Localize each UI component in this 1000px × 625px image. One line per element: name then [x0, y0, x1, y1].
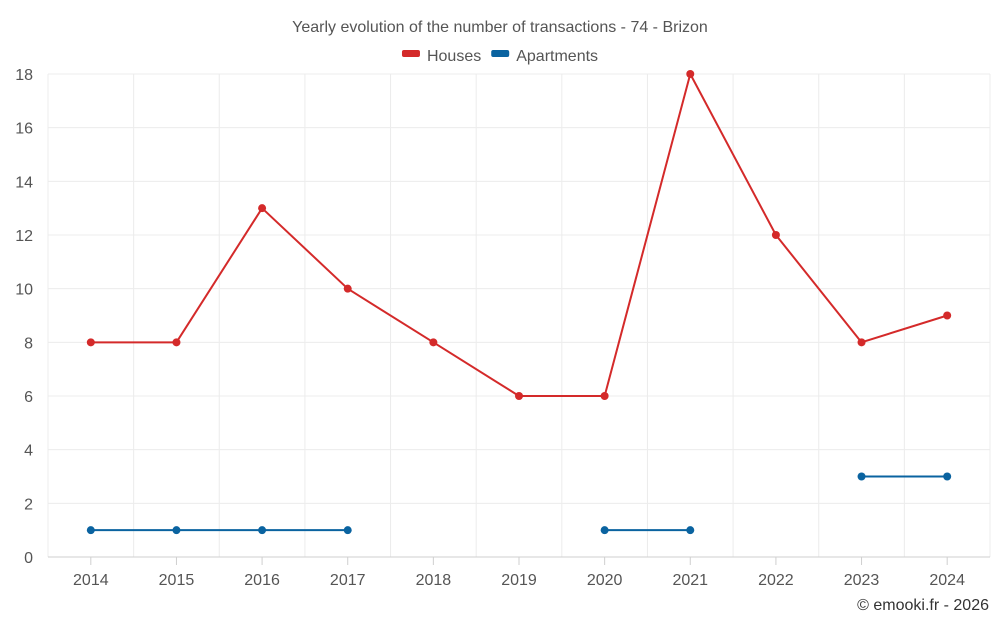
legend-item-houses[interactable]: Houses	[401, 48, 481, 65]
y-tick-label: 14	[15, 174, 33, 191]
x-tick-label: 2019	[501, 572, 537, 589]
y-tick-label: 8	[24, 335, 33, 352]
data-point-apartments[interactable]	[172, 526, 181, 535]
data-point-apartments[interactable]	[943, 472, 952, 481]
y-tick-label: 18	[15, 67, 33, 84]
x-tick-label: 2016	[244, 572, 280, 589]
data-point-apartments[interactable]	[686, 526, 695, 535]
data-point-apartments[interactable]	[600, 526, 609, 535]
y-tick-label: 2	[24, 496, 33, 513]
data-point-apartments[interactable]	[86, 526, 95, 535]
series-apartments	[86, 472, 952, 535]
legend[interactable]: Houses Apartments	[401, 48, 598, 65]
y-tick-label: 16	[15, 121, 33, 138]
y-tick-label: 0	[24, 550, 33, 567]
series-lines	[86, 70, 952, 535]
data-point-houses[interactable]	[172, 338, 181, 347]
axes: 0 2 4 6 8 10 12 14 16 18 2014 2015 2016 2017 2018 2019 2…	[15, 67, 990, 589]
data-point-houses[interactable]	[771, 231, 780, 239]
data-point-houses[interactable]	[429, 338, 438, 347]
x-tick-label: 2014	[73, 572, 109, 589]
legend-swatch	[401, 50, 420, 57]
data-point-houses[interactable]	[86, 338, 95, 347]
y-tick-label: 6	[24, 389, 33, 406]
legend-item-apartments[interactable]: Apartments	[491, 48, 598, 65]
data-point-houses[interactable]	[600, 392, 609, 400]
series-houses	[86, 70, 952, 400]
data-point-apartments[interactable]	[343, 526, 352, 535]
credit-text: © emooki.fr - 2026	[857, 597, 989, 614]
y-tick-label: 12	[15, 228, 33, 245]
legend-swatch	[491, 50, 510, 57]
y-tick-label: 4	[24, 443, 33, 460]
x-tick-label: 2020	[587, 572, 623, 589]
data-point-houses[interactable]	[857, 338, 866, 347]
y-tick-label: 10	[15, 282, 33, 299]
grid-lines	[47, 73, 991, 557]
x-tick-label: 2017	[330, 572, 366, 589]
data-point-apartments[interactable]	[857, 472, 866, 481]
data-point-houses[interactable]	[258, 204, 267, 213]
x-tick-label: 2024	[929, 572, 965, 589]
data-point-apartments[interactable]	[258, 526, 267, 535]
data-point-houses[interactable]	[343, 284, 352, 293]
legend-label: Apartments	[516, 48, 598, 65]
legend-label: Houses	[427, 48, 481, 65]
x-tick-label: 2018	[416, 572, 452, 589]
x-tick-label: 2023	[844, 572, 880, 589]
data-point-houses[interactable]	[686, 70, 695, 78]
data-point-houses[interactable]	[943, 311, 952, 320]
data-point-houses[interactable]	[515, 392, 523, 400]
x-tick-label: 2015	[159, 572, 195, 589]
x-tick-label: 2021	[672, 572, 708, 589]
chart-title: Yearly evolution of the number of transa…	[292, 19, 708, 36]
x-tick-label: 2022	[758, 572, 794, 589]
